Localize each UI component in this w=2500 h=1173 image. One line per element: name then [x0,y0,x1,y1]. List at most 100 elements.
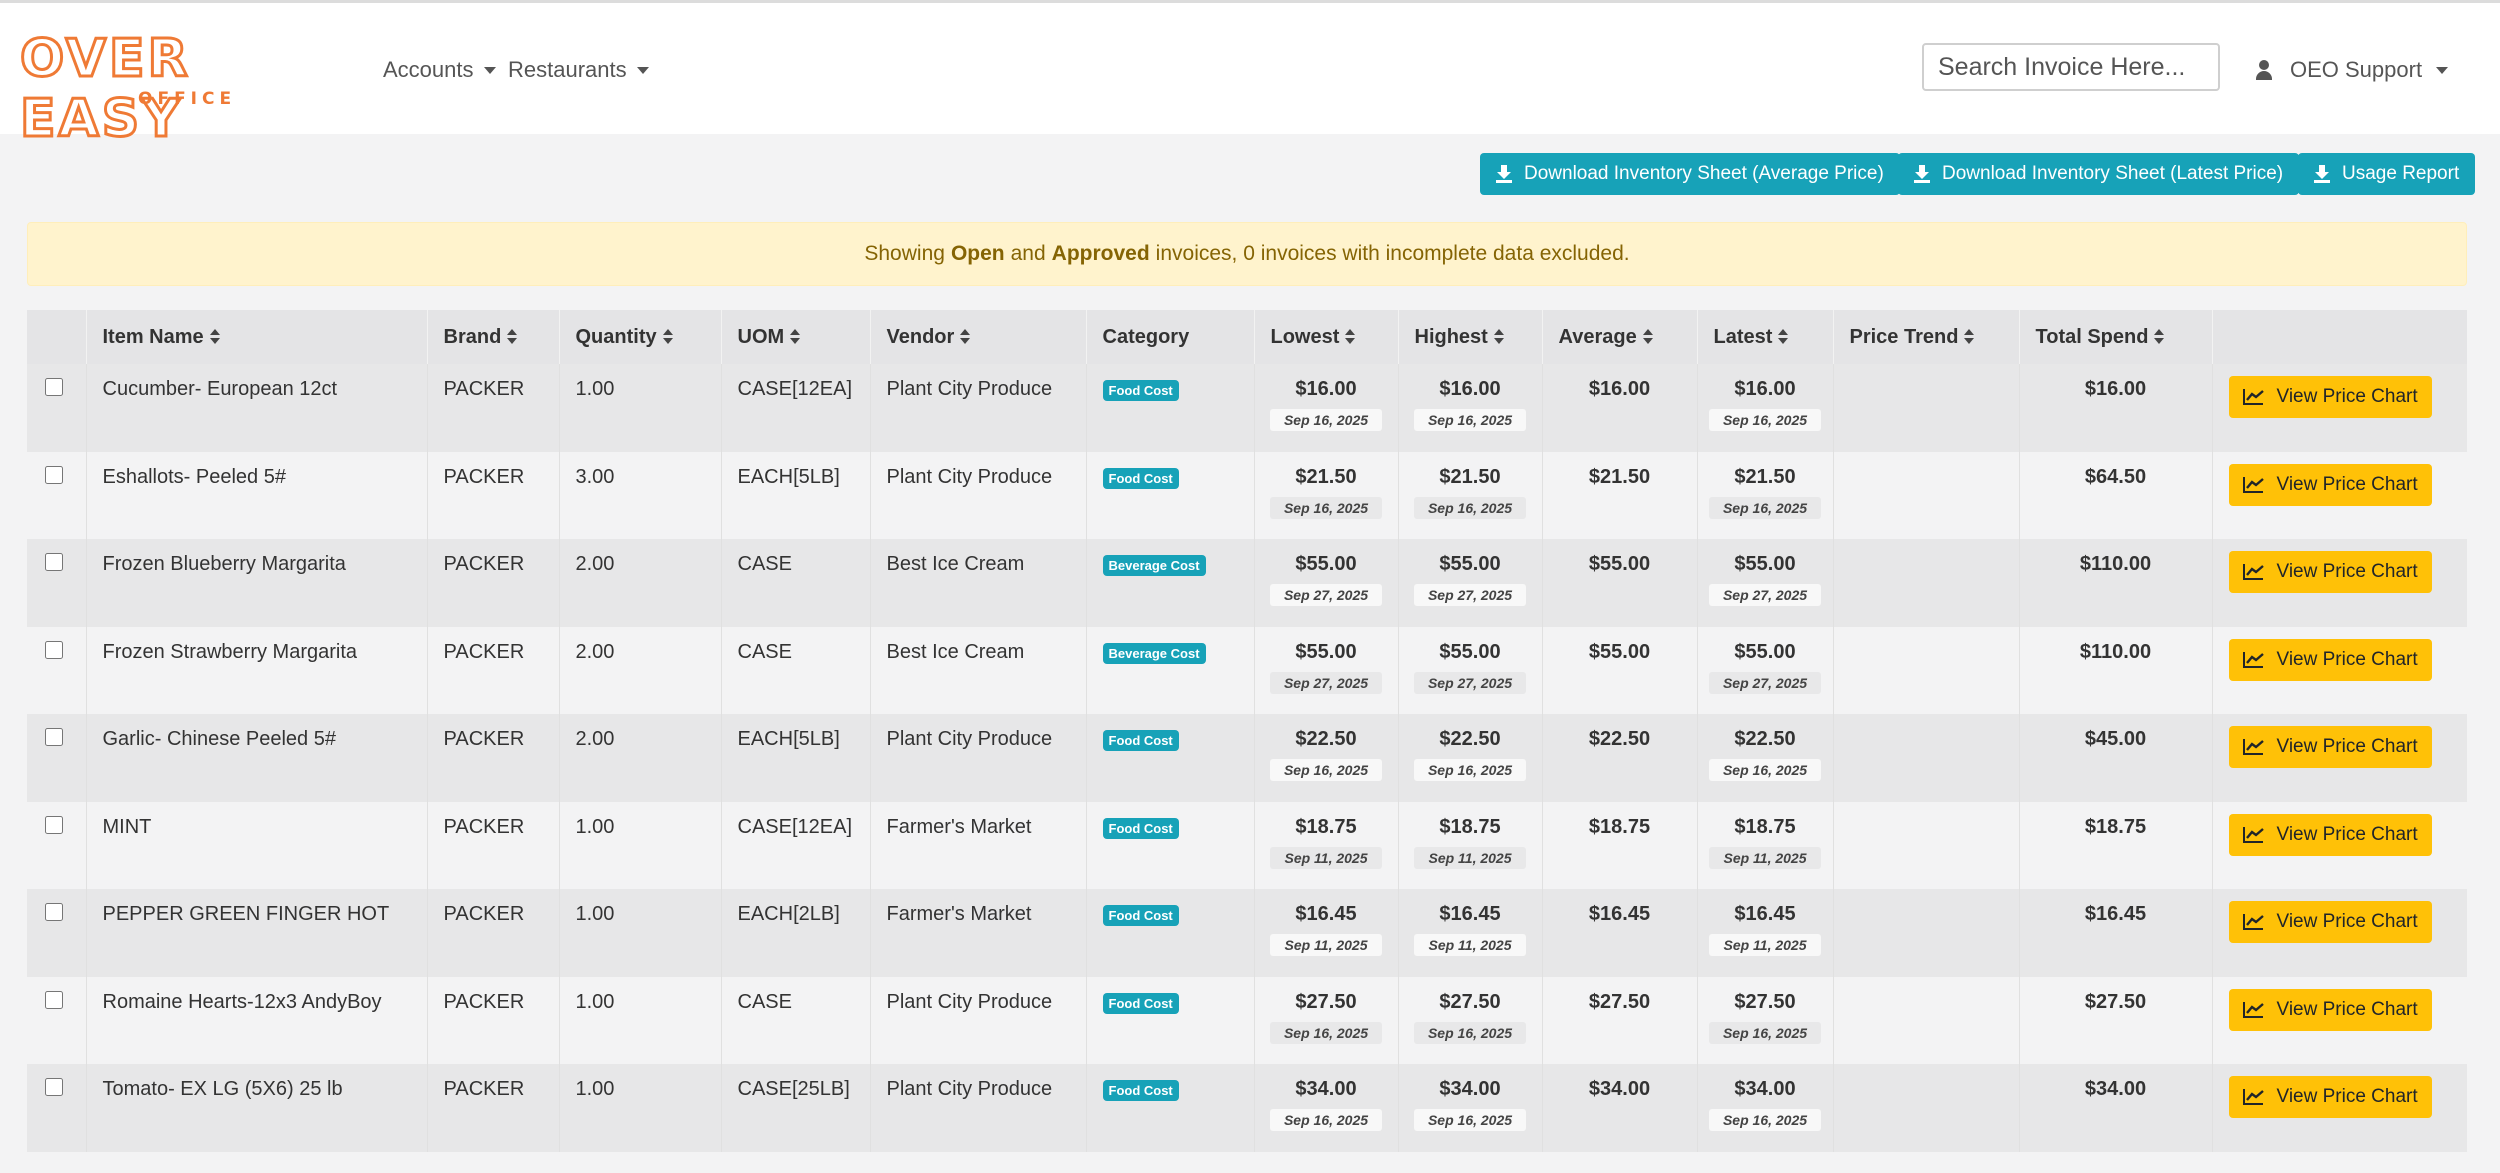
row-checkbox[interactable] [45,465,63,484]
quantity: 3.00 [559,451,722,539]
lowest-date: Sep 11, 2025 [1270,934,1382,956]
usage-report-button[interactable]: Usage Report [2298,153,2476,195]
header-latest[interactable]: Latest [1697,310,1834,364]
vendor: Farmer's Market [870,801,1087,889]
header-vendor[interactable]: Vendor [870,310,1087,364]
row-select-cell [27,976,87,1064]
total-spend: $34.00 [2019,1064,2213,1152]
lowest-price: $55.00 [1295,640,1357,663]
average-price: $22.50 [1542,714,1698,802]
row-checkbox[interactable] [45,990,63,1009]
highest-date: Sep 11, 2025 [1414,934,1526,956]
view-price-chart-button[interactable]: View Price Chart [2228,1076,2432,1118]
average-price: $34.00 [1542,1064,1698,1152]
view-price-chart-button[interactable]: View Price Chart [2228,463,2432,506]
table-row: Cucumber- European 12ct PACKER 1.00 CASE… [27,364,2467,452]
header-item-name[interactable]: Item Name [86,310,428,364]
table-row: PEPPER GREEN FINGER HOT PACKER 1.00 EACH… [27,889,2467,977]
view-price-chart-label: View Price Chart [2276,736,2418,757]
download-latest-label: Download Inventory Sheet (Latest Price) [1942,163,2284,184]
header-highest[interactable]: Highest [1398,310,1543,364]
vendor: Farmer's Market [870,889,1087,977]
table-row: Eshallots- Peeled 5# PACKER 3.00 EACH[5L… [27,451,2467,539]
quantity: 2.00 [559,539,722,627]
row-select-cell [27,451,87,539]
view-price-chart-button[interactable]: View Price Chart [2228,813,2432,856]
view-price-chart-label: View Price Chart [2276,473,2418,495]
view-price-chart-button[interactable]: View Price Chart [2228,901,2432,943]
latest-price: $16.00 [1734,378,1796,400]
category-badge: Food Cost [1102,992,1179,1014]
item-name: MINT [86,801,428,889]
header-lowest[interactable]: Lowest [1254,310,1399,364]
latest-cell: $16.45 Sep 11, 2025 [1697,889,1834,977]
header-price-trend[interactable]: Price Trend [1833,310,2020,364]
view-price-chart-button[interactable]: View Price Chart [2228,376,2432,418]
view-price-chart-label: View Price Chart [2276,911,2418,932]
highest-date: Sep 16, 2025 [1413,1109,1527,1131]
view-price-chart-button[interactable]: View Price Chart [2228,988,2432,1031]
header-uom[interactable]: UOM [721,310,871,364]
user-icon [2256,60,2272,80]
header-brand[interactable]: Brand [427,310,560,364]
view-price-chart-button[interactable]: View Price Chart [2228,638,2432,681]
average-price: $16.00 [1542,364,1698,452]
download-average-price-button[interactable]: Download Inventory Sheet (Average Price) [1480,153,1900,195]
quantity: 2.00 [559,714,722,802]
vendor: Plant City Produce [870,976,1087,1064]
price-trend-cell [1833,539,2020,627]
caret-down-icon [483,66,496,74]
highest-date: Sep 16, 2025 [1413,409,1527,431]
row-checkbox[interactable] [45,728,63,746]
action-cell: View Price Chart [2212,714,2467,802]
line-chart-icon [2242,389,2264,405]
price-trend-cell [1833,714,2020,802]
search-invoice-input[interactable] [1922,43,2220,91]
price-trend-cell [1833,889,2020,977]
sort-icon [662,328,673,345]
nav-accounts-label: Accounts [383,57,474,82]
lowest-price: $22.50 [1295,728,1357,750]
nav-restaurants-dropdown[interactable]: Restaurants [508,57,649,83]
row-checkbox[interactable] [45,815,63,834]
row-checkbox[interactable] [45,378,63,396]
lowest-price: $16.45 [1295,903,1357,925]
download-latest-price-button[interactable]: Download Inventory Sheet (Latest Price) [1898,153,2300,195]
row-checkbox[interactable] [45,640,63,659]
lowest-date: Sep 16, 2025 [1269,1109,1383,1131]
view-price-chart-label: View Price Chart [2276,1086,2418,1107]
latest-date: Sep 11, 2025 [1709,934,1821,956]
line-chart-icon [2242,476,2264,493]
line-chart-icon [2242,564,2264,580]
header-total-spend[interactable]: Total Spend [2019,310,2213,364]
view-price-chart-button[interactable]: View Price Chart [2228,726,2432,768]
row-checkbox[interactable] [45,1078,63,1096]
alert-open: Open [950,242,1005,265]
category-badge: Beverage Cost [1102,555,1206,576]
highest-cell: $34.00 Sep 16, 2025 [1398,1064,1543,1152]
header-select [27,310,87,364]
view-price-chart-label: View Price Chart [2276,823,2418,845]
alert-suffix: invoices, 0 invoices with incomplete dat… [1155,242,1630,265]
view-price-chart-button[interactable]: View Price Chart [2228,551,2432,593]
table-row: Frozen Blueberry Margarita PACKER 2.00 C… [27,539,2467,627]
average-price: $27.50 [1542,976,1698,1064]
item-name: Cucumber- European 12ct [86,364,428,452]
brand-logo[interactable]: OVER EASY OFFICE [19,28,330,151]
uom: CASE [721,539,871,627]
alert-and: and [1010,242,1046,265]
latest-price: $18.75 [1734,815,1796,838]
row-checkbox[interactable] [45,553,63,571]
highest-cell: $16.00 Sep 16, 2025 [1398,364,1543,452]
lowest-cell: $34.00 Sep 16, 2025 [1254,1064,1399,1152]
view-price-chart-label: View Price Chart [2276,561,2418,582]
category-badge: Food Cost [1102,905,1179,926]
highest-date: Sep 16, 2025 [1413,496,1527,519]
total-spend: $16.00 [2019,364,2213,452]
user-menu-dropdown[interactable]: OEO Support [2256,57,2449,83]
row-checkbox[interactable] [45,903,63,921]
header-quantity[interactable]: Quantity [559,310,722,364]
header-average[interactable]: Average [1542,310,1698,364]
nav-accounts-dropdown[interactable]: Accounts [383,57,496,83]
header-actions [2212,310,2467,364]
